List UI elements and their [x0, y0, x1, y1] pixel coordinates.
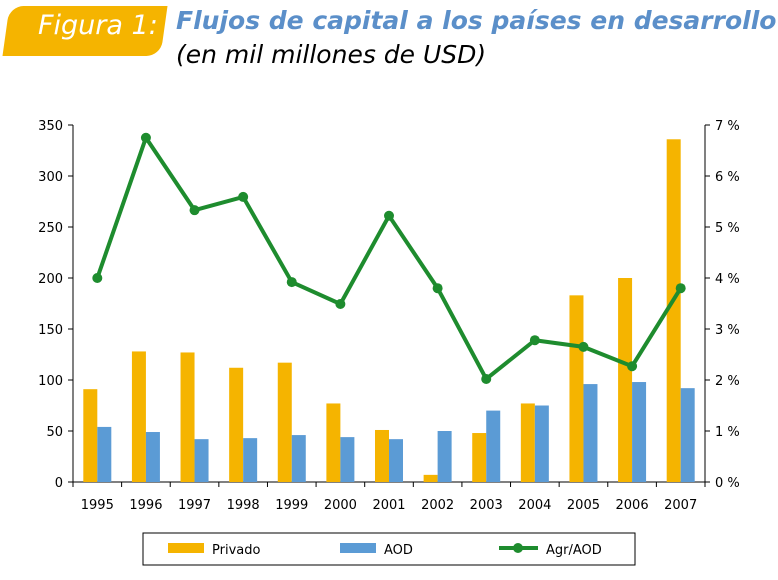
- x-tick-label: 1999: [275, 498, 308, 513]
- point-agr-aod: [189, 205, 200, 216]
- y-tick-label: 250: [38, 221, 63, 236]
- bar-aod: [583, 384, 598, 482]
- y2-tick-label: 6 %: [715, 170, 740, 185]
- x-tick-label: 1996: [129, 498, 162, 513]
- legend-label-agr-aod: Agr/AOD: [546, 543, 602, 558]
- y-tick-label: 0: [55, 476, 63, 491]
- legend-label-privado: Privado: [212, 543, 260, 558]
- legend-swatch-aod: [340, 543, 376, 553]
- x-tick-label: 2005: [567, 498, 600, 513]
- bar-privado: [472, 433, 487, 482]
- y2-tick-label: 5 %: [715, 221, 740, 236]
- bar-aod: [97, 426, 112, 482]
- y2-tick-label: 1 %: [715, 425, 740, 440]
- point-agr-aod: [675, 283, 686, 294]
- y2-tick-label: 2 %: [715, 374, 740, 389]
- bar-privado: [618, 278, 633, 482]
- x-tick-label: 2003: [470, 498, 503, 513]
- bar-aod: [340, 437, 355, 482]
- legend-label-aod: AOD: [384, 543, 413, 558]
- y-tick-label: 100: [38, 374, 63, 389]
- y-tick-label: 150: [38, 323, 63, 338]
- bar-aod: [243, 438, 258, 482]
- y-tick-label: 200: [38, 272, 63, 287]
- bar-aod: [194, 439, 209, 482]
- bar-aod: [534, 405, 549, 482]
- bar-aod: [291, 435, 306, 482]
- point-agr-aod: [627, 361, 638, 372]
- point-agr-aod: [335, 299, 346, 310]
- bar-aod: [680, 388, 695, 482]
- point-agr-aod: [578, 341, 589, 352]
- x-tick-label: 2006: [616, 498, 649, 513]
- bar-privado: [569, 295, 584, 482]
- bar-privado: [520, 403, 535, 482]
- bar-aod: [437, 431, 452, 482]
- x-tick-label: 1997: [178, 498, 211, 513]
- y2-tick-label: 7 %: [715, 119, 740, 134]
- legend-marker-agr-aod: [513, 543, 523, 553]
- legend-swatch-privado: [168, 543, 204, 553]
- bar-aod: [389, 439, 403, 482]
- x-tick-label: 1998: [227, 498, 260, 513]
- y-tick-label: 350: [38, 119, 63, 134]
- y2-tick-label: 0 %: [715, 476, 740, 491]
- chart-subtitle: (en mil millones de USD): [176, 40, 487, 69]
- bar-privado: [131, 351, 146, 482]
- point-agr-aod: [140, 132, 151, 143]
- bar-privado: [326, 403, 341, 482]
- y2-tick-label: 3 %: [715, 323, 740, 338]
- bar-privado: [229, 367, 244, 482]
- bar-privado: [666, 139, 681, 482]
- x-tick-label: 2001: [372, 498, 405, 513]
- x-tick-label: 2007: [664, 498, 697, 513]
- point-agr-aod: [286, 277, 297, 288]
- bar-aod: [632, 382, 647, 482]
- bar-aod: [486, 410, 501, 482]
- bar-privado: [375, 429, 389, 482]
- y-tick-label: 300: [38, 170, 63, 185]
- chart-title: Flujos de capital a los países en desarr…: [176, 6, 777, 35]
- figure-label: Figura 1:: [38, 10, 158, 41]
- x-tick-label: 1995: [81, 498, 114, 513]
- bar-aod: [145, 432, 160, 482]
- point-agr-aod: [481, 373, 492, 384]
- point-agr-aod: [92, 273, 103, 283]
- bar-privado: [277, 362, 292, 482]
- point-agr-aod: [238, 191, 249, 202]
- line-agr-aod: [95, 133, 683, 383]
- y-tick-label: 50: [46, 425, 63, 440]
- bar-privado: [83, 389, 98, 482]
- bar-privado: [180, 352, 195, 482]
- point-agr-aod: [529, 335, 540, 346]
- y2-tick-label: 4 %: [715, 272, 740, 287]
- x-tick-label: 2000: [324, 498, 357, 513]
- x-tick-label: 2002: [421, 498, 454, 513]
- x-tick-label: 2004: [518, 498, 551, 513]
- point-agr-aod: [432, 283, 443, 294]
- legend: [142, 532, 636, 566]
- point-agr-aod: [384, 210, 394, 221]
- bar-privado: [423, 474, 438, 482]
